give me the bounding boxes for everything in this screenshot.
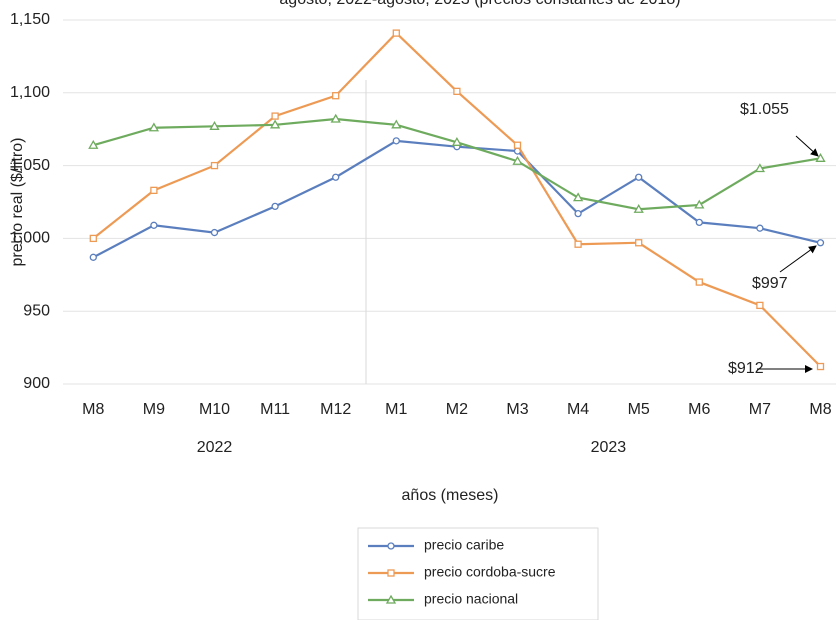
x-tick-label: M4 — [567, 401, 589, 418]
x-tick-label: M5 — [628, 401, 650, 418]
point-marker — [754, 163, 766, 173]
point-marker — [392, 137, 400, 145]
point-marker — [635, 239, 643, 247]
point-marker — [392, 29, 400, 37]
point-marker — [451, 136, 463, 146]
x-tick-label: M8 — [82, 401, 104, 418]
point-marker — [756, 224, 764, 232]
x-tick-label: M8 — [809, 401, 831, 418]
point-marker — [635, 173, 643, 181]
x-tick-label: M11 — [260, 401, 290, 418]
point-marker — [572, 192, 584, 202]
point-marker — [816, 362, 825, 371]
x-tick-label: M1 — [385, 401, 407, 418]
legend-label: precio cordoba-sucre — [424, 564, 556, 580]
point-marker — [89, 234, 97, 243]
point-marker — [815, 153, 826, 162]
point-marker — [210, 161, 219, 170]
x-tick-label: M3 — [506, 401, 528, 418]
point-marker — [271, 112, 279, 120]
y-tick-label: 1,100 — [10, 84, 50, 101]
point-marker — [150, 186, 158, 195]
x-tick-label: M12 — [320, 401, 351, 418]
year-label: 2022 — [197, 439, 233, 456]
point-marker — [695, 278, 703, 286]
point-marker — [330, 113, 341, 123]
point-marker — [512, 155, 523, 165]
point-marker — [816, 239, 825, 247]
legend-marker — [385, 594, 397, 604]
legend-marker — [387, 569, 395, 577]
point-marker — [574, 209, 582, 218]
point-marker — [391, 119, 402, 129]
point-marker — [756, 301, 764, 310]
y-axis-label: precio real ($/litro) — [9, 138, 26, 267]
point-marker — [332, 92, 340, 100]
point-marker — [89, 253, 97, 261]
x-tick-label: M10 — [199, 401, 230, 418]
point-marker — [694, 199, 705, 209]
point-marker — [633, 203, 644, 213]
annotation-arrow — [779, 245, 817, 273]
y-tick-label: 1,000 — [10, 230, 50, 247]
point-marker — [513, 141, 522, 149]
point-marker — [332, 173, 340, 181]
x-tick-label: M7 — [749, 401, 771, 418]
point-marker — [88, 139, 99, 149]
y-tick-label: 950 — [23, 302, 50, 319]
annotation: $912 — [728, 360, 764, 377]
annotation: $997 — [752, 275, 788, 292]
x-tick-label: M2 — [446, 401, 468, 418]
legend-label: precio nacional — [424, 591, 518, 607]
x-tick-label: M9 — [143, 401, 165, 418]
legend-label: precio caribe — [424, 537, 504, 553]
x-tick-label: M6 — [688, 401, 710, 418]
point-marker — [209, 120, 220, 130]
y-tick-label: 900 — [23, 375, 50, 392]
annotation-arrow — [795, 135, 819, 157]
y-tick-label: 1,150 — [10, 11, 50, 28]
legend-marker — [387, 542, 395, 550]
point-marker — [210, 228, 219, 237]
point-marker — [271, 202, 279, 211]
year-label: 2023 — [591, 439, 627, 456]
y-tick-label: 1,050 — [10, 157, 50, 174]
point-marker — [453, 87, 461, 95]
point-marker — [269, 119, 281, 129]
point-marker — [148, 122, 160, 132]
point-marker — [574, 240, 582, 248]
series-line — [92, 139, 821, 259]
point-marker — [150, 221, 158, 229]
series-line — [92, 31, 822, 368]
chart-title: agosto, 2022-agosto, 2023 (precios const… — [279, 0, 680, 8]
x-axis-label: años (meses) — [402, 487, 499, 504]
point-marker — [695, 218, 703, 227]
series-line — [92, 117, 821, 211]
annotation: $1.055 — [740, 101, 789, 118]
